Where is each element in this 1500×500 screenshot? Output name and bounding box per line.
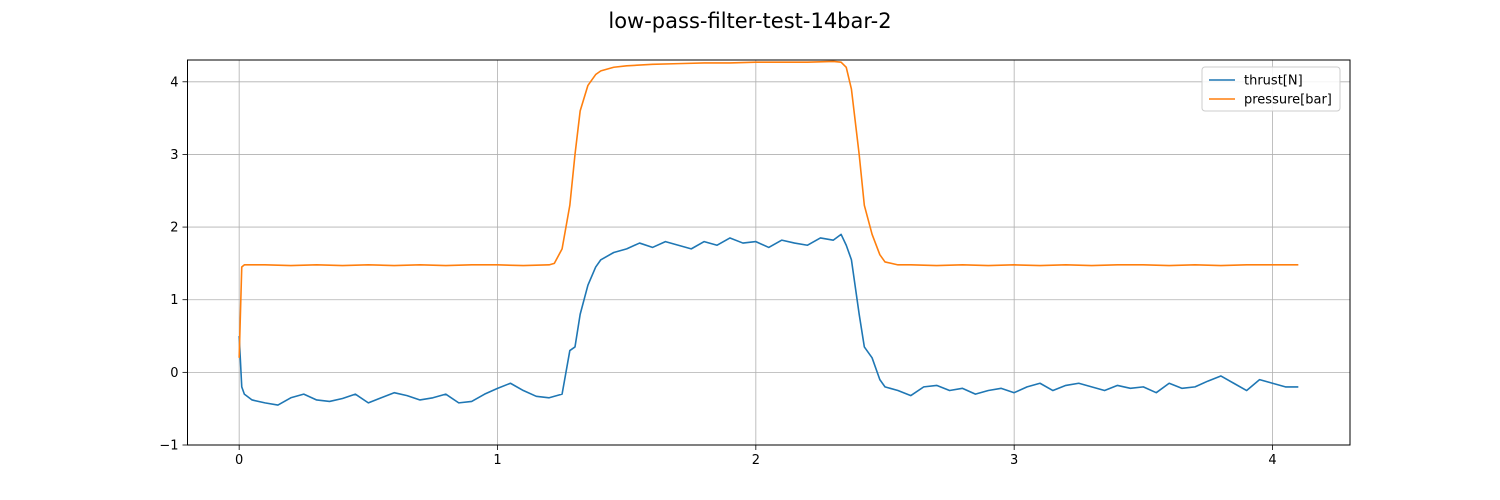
legend-box [1201, 66, 1341, 112]
x-tick-label: 4 [1268, 453, 1276, 468]
y-tick-label: 1 [170, 293, 178, 308]
legend: thrust[N] pressure[bar] [1201, 66, 1341, 112]
y-tick-label: 3 [170, 148, 178, 163]
x-tick-label: 1 [493, 453, 501, 468]
plot-area [187, 60, 1350, 445]
series-layer [238, 60, 1299, 406]
series-line-1 [238, 233, 1299, 406]
x-tick-label: 3 [1010, 453, 1018, 468]
y-tick-label: −1 [159, 439, 178, 454]
legend-label: pressure[bar] [1244, 93, 1332, 108]
plot-border [187, 59, 1351, 446]
y-tick-label: 4 [170, 75, 178, 90]
ticks: 0 1 2 3 4 −1 0 1 2 3 4 [159, 75, 1276, 468]
x-tick-label: 2 [752, 453, 760, 468]
chart-title: low-pass-filter-test-14bar-2 [608, 9, 891, 33]
series-line-2 [238, 60, 1299, 358]
y-tick-label: 2 [170, 221, 178, 236]
legend-label: thrust[N] [1244, 74, 1303, 89]
y-tick-label: 0 [170, 366, 178, 381]
x-tick-label: 0 [235, 453, 243, 468]
